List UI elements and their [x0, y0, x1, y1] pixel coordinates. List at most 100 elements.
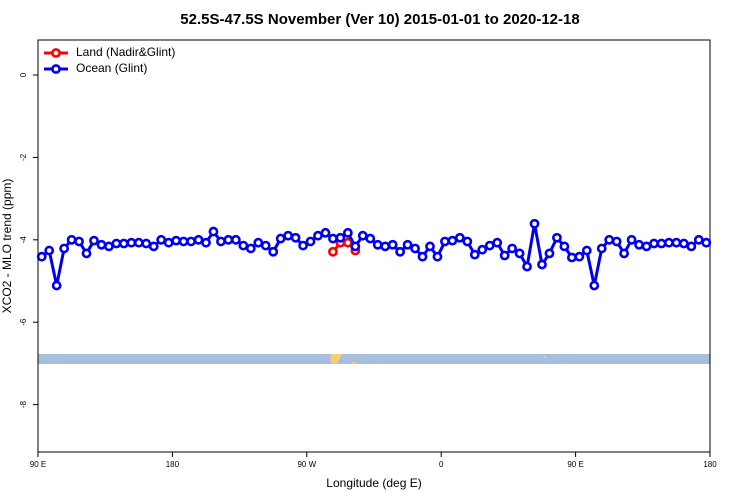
point [208, 226, 219, 237]
point [671, 237, 682, 248]
legend-label: Ocean (Glint) [76, 61, 147, 75]
point [126, 237, 137, 248]
point [298, 240, 308, 251]
point [566, 252, 577, 263]
point [484, 240, 495, 251]
point [186, 236, 196, 247]
point [171, 235, 182, 246]
point [193, 234, 204, 245]
point [417, 251, 428, 262]
point [216, 236, 226, 247]
point [238, 240, 249, 251]
point [342, 237, 353, 248]
point [596, 243, 607, 254]
point [59, 243, 70, 254]
plot-frame [37, 39, 711, 453]
point [522, 261, 532, 272]
legend-marker [51, 64, 61, 74]
point [626, 234, 637, 245]
point [81, 248, 92, 259]
y-tick-label: -4 [19, 236, 28, 244]
point [36, 251, 47, 262]
point [402, 239, 413, 250]
land-patch [352, 362, 356, 364]
point [664, 237, 674, 248]
point [574, 251, 585, 262]
x-tick-label: 180 [166, 460, 180, 469]
point [380, 241, 391, 252]
point [537, 259, 547, 270]
point [253, 237, 264, 248]
point [432, 251, 443, 262]
point [283, 230, 294, 241]
x-tick-label: 90 W [297, 460, 316, 469]
point [201, 237, 211, 248]
point [44, 245, 55, 256]
point [357, 230, 368, 241]
point [395, 246, 406, 257]
point [559, 241, 570, 252]
y-tick-label: -2 [19, 153, 28, 161]
point [454, 232, 465, 243]
point [477, 244, 488, 255]
point [641, 241, 652, 252]
point [342, 227, 353, 238]
point [701, 237, 712, 248]
point [275, 233, 286, 244]
point [693, 234, 704, 245]
point [111, 238, 122, 249]
point [686, 241, 697, 252]
point [245, 243, 256, 254]
point [492, 237, 503, 248]
point [589, 280, 600, 291]
point [156, 234, 167, 245]
x-tick-label: 0 [439, 460, 444, 469]
x-axis-label: Longitude (deg E) [326, 476, 421, 490]
ocean-strip [38, 354, 710, 364]
land-patch [544, 356, 546, 358]
point [656, 238, 667, 249]
point [328, 246, 338, 257]
point [305, 236, 316, 247]
point [634, 239, 644, 250]
y-tick-label: -6 [19, 318, 28, 326]
legend-marker [51, 48, 61, 58]
point [260, 240, 271, 251]
x-tick-label: 90 E [30, 460, 46, 469]
point [74, 236, 84, 247]
point [499, 250, 510, 261]
point [148, 241, 159, 252]
x-tick-label: 180 [703, 460, 717, 469]
point [66, 234, 77, 245]
point [410, 243, 420, 254]
point [89, 235, 99, 246]
point [387, 239, 398, 250]
y-tick-label: 0 [19, 72, 28, 77]
point [611, 236, 622, 247]
legend-label: Land (Nadir&Glint) [76, 45, 175, 59]
point [365, 233, 376, 244]
point [320, 227, 331, 238]
y-tick-label: -8 [19, 401, 28, 409]
point [230, 234, 241, 245]
point [178, 236, 189, 247]
point [581, 245, 592, 256]
point [223, 234, 234, 245]
point [469, 249, 480, 260]
point [619, 248, 630, 259]
point [313, 230, 323, 241]
point [440, 236, 450, 247]
point [447, 235, 458, 246]
point [462, 236, 473, 247]
point [96, 239, 107, 250]
point [335, 232, 346, 243]
x-tick-label: 90 E [567, 460, 583, 469]
point [678, 238, 689, 249]
series-line [40, 223, 707, 286]
point [604, 234, 615, 245]
point [552, 232, 562, 243]
point [104, 241, 114, 252]
y-axis-label: XCO2 - MLO trend (ppm) [0, 179, 14, 314]
land-patch [330, 354, 342, 364]
